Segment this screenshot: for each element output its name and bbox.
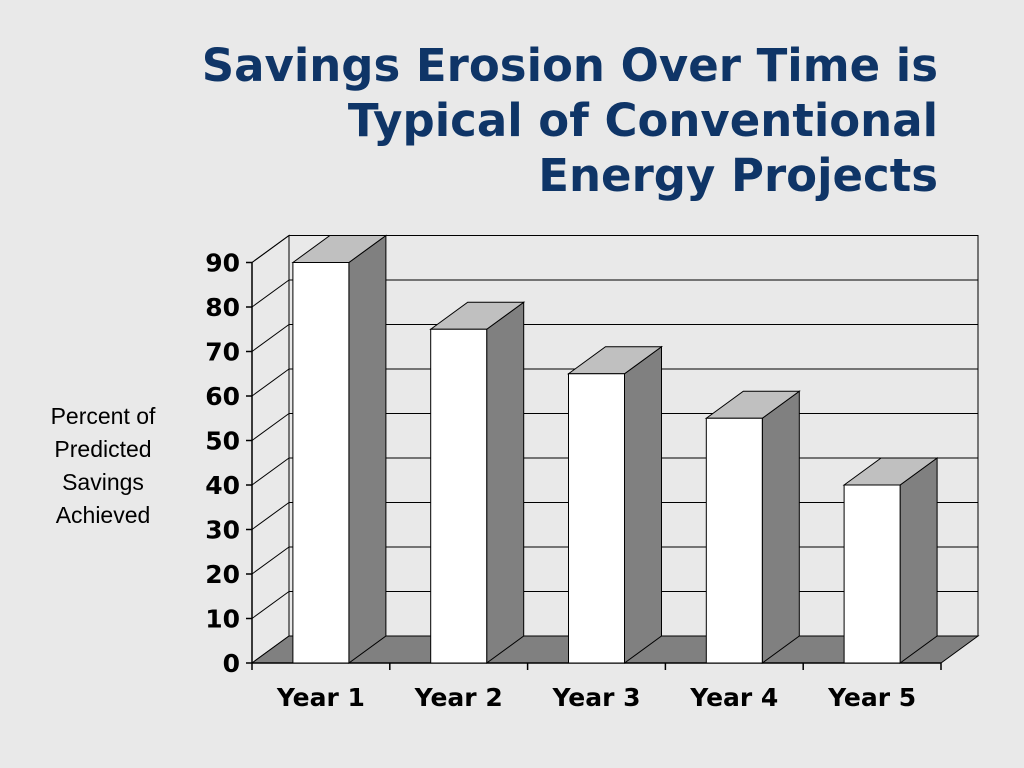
gridline-side [251, 413, 290, 441]
bar-side [899, 457, 938, 664]
y-axis-label-line: Achieved [55, 502, 151, 528]
y-tick-label: 90 [205, 249, 240, 278]
side-wall [251, 234, 290, 664]
y-axis-label-line: Savings [62, 469, 144, 495]
title-line: Typical of Conventional [347, 94, 938, 147]
x-tick-label: Year 1 [276, 683, 365, 712]
bar [843, 484, 901, 664]
y-axis-label-line: Percent of [50, 403, 156, 429]
x-tick-label: Year 5 [827, 683, 916, 712]
y-tick-label: 20 [205, 560, 240, 589]
bar [705, 417, 763, 664]
gridline-side [251, 368, 290, 397]
gridline-side [251, 546, 290, 575]
gridline-side [251, 457, 290, 486]
y-tick-label: 80 [205, 293, 240, 322]
bar [430, 328, 488, 664]
bar-side [761, 390, 800, 664]
y-tick-label: 70 [205, 338, 240, 367]
y-tick-label: 0 [223, 649, 240, 678]
x-tick-label: Year 3 [551, 683, 640, 712]
bar-side [486, 301, 525, 664]
gridline-side [251, 279, 290, 308]
bar [292, 262, 350, 664]
y-tick-label: 10 [205, 605, 240, 634]
bar [568, 373, 625, 664]
y-axis-label-line: Predicted [54, 436, 152, 462]
y-tick-label: 30 [205, 516, 240, 545]
gridline-side [251, 591, 290, 619]
x-tick-label: Year 2 [414, 683, 503, 712]
y-tick-label: 40 [205, 471, 240, 500]
title-line: Energy Projects [538, 149, 938, 202]
gridline-side [251, 502, 290, 530]
bar-side [348, 234, 387, 664]
gridline-side [251, 235, 290, 263]
bar-side [624, 345, 662, 664]
slide-title: Savings Erosion Over Time is Typical of … [138, 38, 938, 203]
y-axis-label: Percent of Predicted Savings Achieved [18, 400, 188, 532]
x-tick-label: Year 4 [689, 683, 778, 712]
gridline-side [251, 324, 290, 352]
title-line: Savings Erosion Over Time is [201, 39, 938, 92]
y-tick-label: 60 [205, 382, 240, 411]
y-tick-label: 50 [205, 427, 240, 456]
